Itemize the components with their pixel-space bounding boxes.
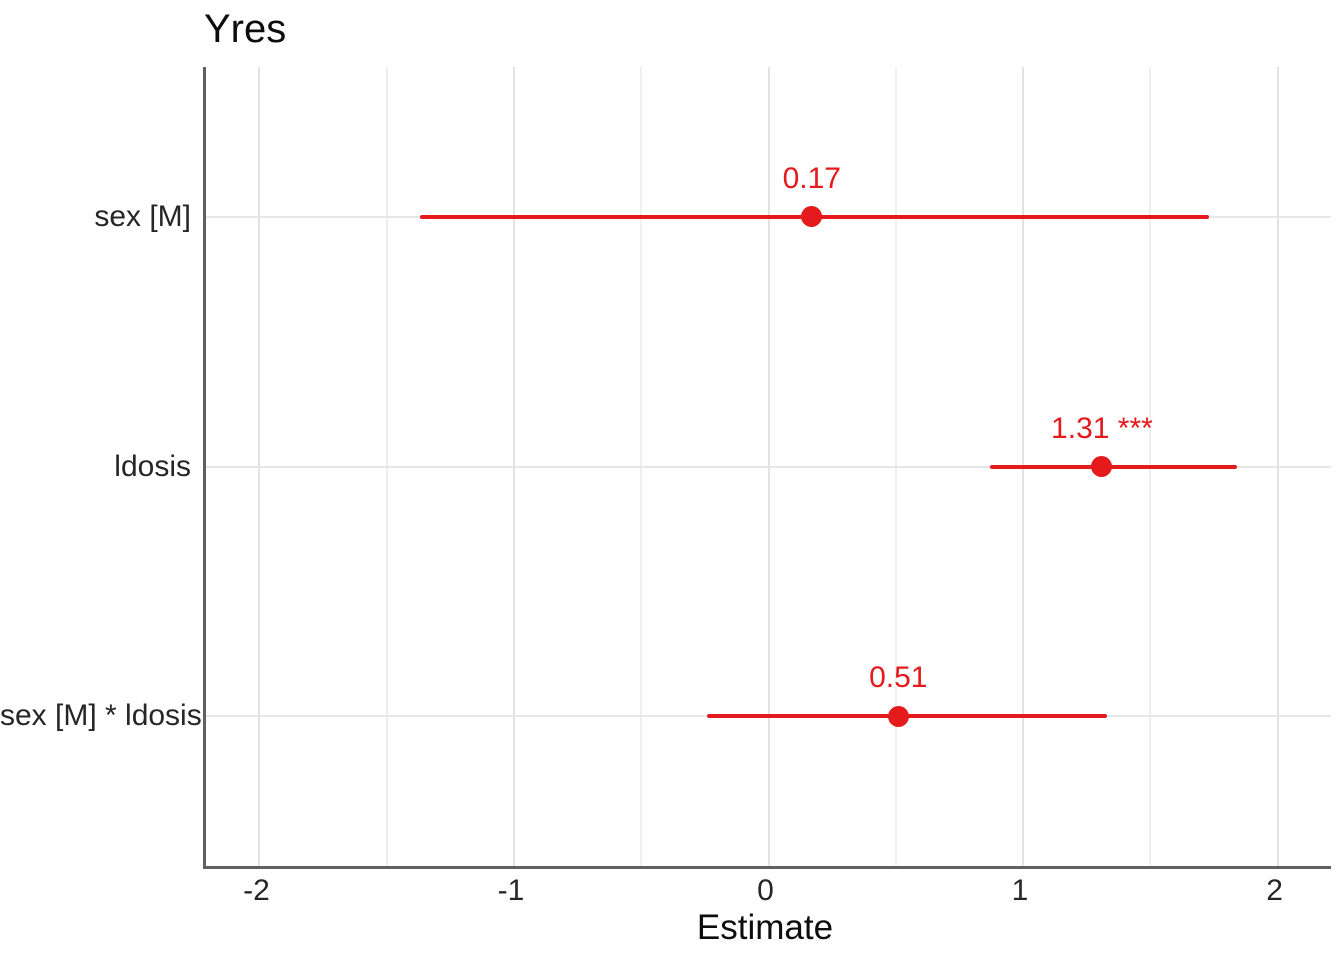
estimate-point — [801, 206, 823, 228]
y-axis-label: ldosis — [114, 449, 191, 483]
y-axis-label: sex [M] * ldosis — [0, 699, 202, 733]
x-tick-label: -2 — [243, 874, 270, 907]
estimate-value-label: 0.51 — [869, 661, 928, 695]
y-gridline-row — [206, 465, 1331, 468]
estimate-value-label: 1.31 *** — [1051, 411, 1153, 445]
estimate-point — [1091, 456, 1113, 477]
estimate-value-label: 0.17 — [782, 161, 841, 195]
x-tick-label: 1 — [1011, 874, 1029, 907]
plot-title: Yres — [204, 7, 287, 51]
plot-panel: 0.17 1.31 *** 0.51 — [203, 67, 1331, 869]
x-tick-label: 0 — [757, 874, 774, 907]
y-axis-label: sex [M] — [94, 199, 191, 233]
x-tick-label: 2 — [1266, 874, 1283, 907]
x-axis-title: Estimate — [696, 908, 834, 947]
estimate-point — [887, 705, 909, 727]
confidence-interval-bar — [989, 464, 1237, 469]
x-tick-label: -1 — [497, 874, 525, 907]
